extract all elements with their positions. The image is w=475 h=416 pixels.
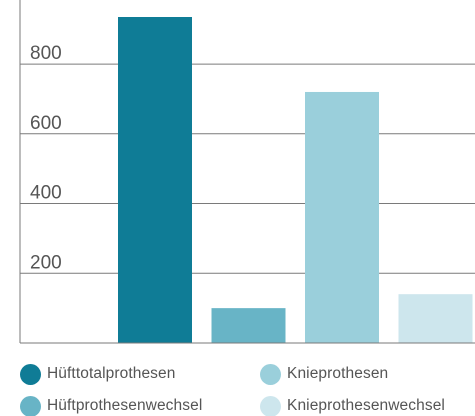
legend-swatch-knieprothesen — [260, 363, 281, 385]
plot-area: 200 400 600 800 — [19, 0, 475, 344]
bar-hueftprothesenwechsel — [211, 308, 286, 343]
y-tick-label-200: 200 — [30, 252, 62, 273]
legend-item-huefttotalprothesen: Hüfttotalprothesen — [20, 363, 175, 385]
legend-item-hueftprothesenwechsel: Hüftprothesenwechsel — [20, 395, 202, 416]
legend-label: Knieprothesenwechsel — [287, 397, 445, 414]
y-tick-label-600: 600 — [30, 113, 62, 134]
legend-label: Hüftprothesenwechsel — [47, 397, 203, 414]
legend-label: Knieprothesen — [287, 365, 389, 382]
bar-knieprothesenwechsel — [398, 294, 473, 343]
legend-swatch-hueftprothesenwechsel — [20, 395, 41, 416]
legend-swatch-huefttotalprothesen — [20, 363, 41, 385]
legend-item-knieprothesenwechsel: Knieprothesenwechsel — [260, 395, 445, 416]
legend-item-knieprothesen: Knieprothesen — [260, 363, 388, 385]
bar-knieprothesen — [305, 91, 379, 343]
y-tick-label-400: 400 — [30, 183, 62, 204]
bar-huefttotalprothesen — [118, 17, 192, 343]
legend-label: Hüfttotalprothesen — [47, 365, 176, 382]
legend-swatch-knieprothesenwechsel — [260, 395, 281, 416]
y-tick-label-800: 800 — [30, 43, 62, 64]
legend: Hüfttotalprothesen Knieprothesen Hüftpro… — [20, 361, 475, 416]
